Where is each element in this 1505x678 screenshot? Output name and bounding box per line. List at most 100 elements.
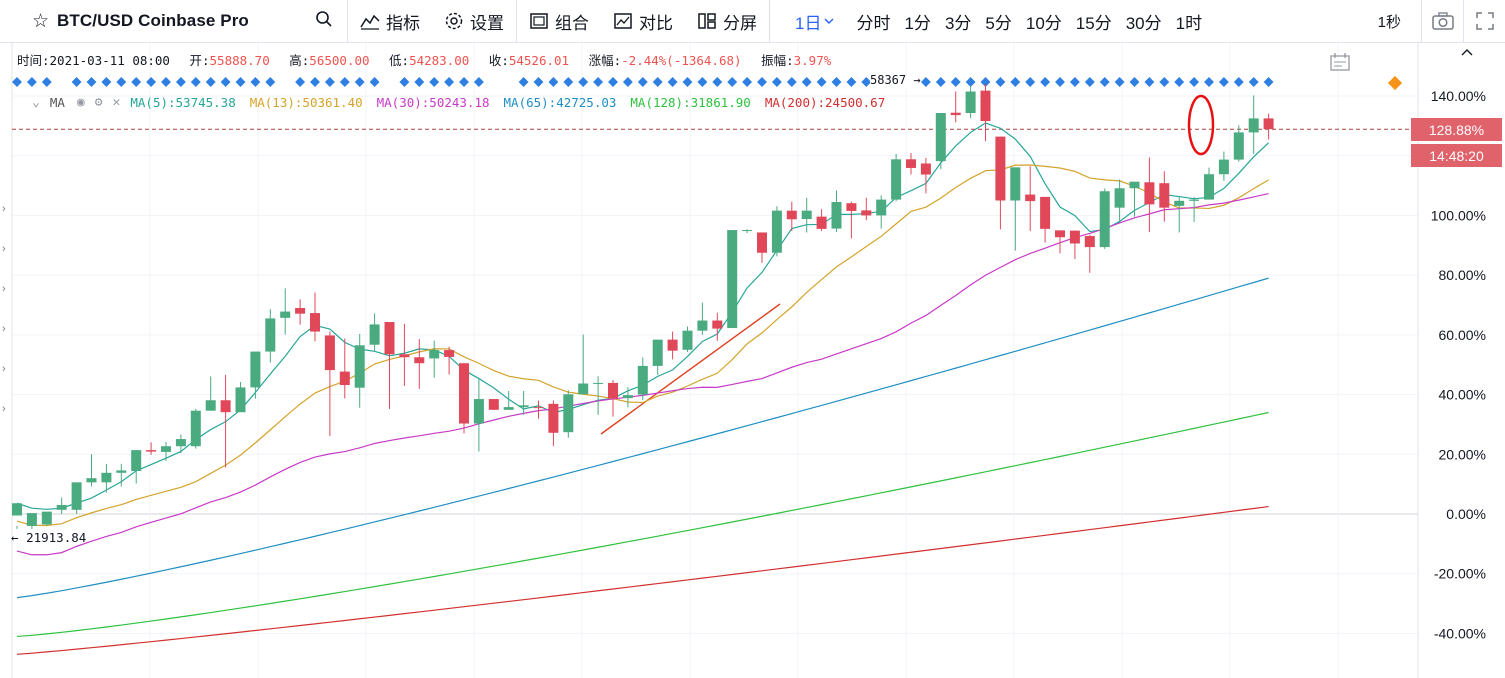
event-diamond xyxy=(1040,77,1051,87)
amplitude-value: 3.97% xyxy=(793,53,832,68)
event-diamond xyxy=(578,77,589,87)
candle-body xyxy=(220,400,231,413)
interval-3m[interactable]: 3分 xyxy=(944,13,972,33)
side-chevron-icon[interactable]: › xyxy=(2,323,6,335)
event-diamond xyxy=(12,77,22,87)
interval-30m[interactable]: 30分 xyxy=(1125,13,1162,33)
candle-body xyxy=(175,439,186,447)
event-diamond xyxy=(399,77,410,87)
event-diamond xyxy=(414,77,425,87)
event-diamond xyxy=(1084,77,1095,87)
candle-body xyxy=(727,230,738,328)
interval-10m[interactable]: 10分 xyxy=(1025,13,1062,33)
star-icon[interactable]: ☆ xyxy=(32,10,50,32)
candle-body xyxy=(578,383,589,395)
candle-body xyxy=(295,307,306,314)
toolbar-right: 1秒 xyxy=(1368,0,1505,43)
event-diamond xyxy=(41,77,52,87)
candle-body xyxy=(339,371,350,386)
eye-icon[interactable]: ◉ xyxy=(76,95,85,110)
candle-body xyxy=(965,91,976,114)
event-diamond xyxy=(459,77,469,87)
candle-body xyxy=(488,399,499,410)
current-price-badge: 128.88% xyxy=(1411,118,1502,141)
candle-body xyxy=(369,324,380,345)
event-diamond xyxy=(205,77,216,87)
settings-button[interactable]: 设置 xyxy=(432,0,516,43)
screenshot-button[interactable] xyxy=(1421,0,1463,43)
candle-body xyxy=(1069,230,1080,244)
side-chevron-icon[interactable]: › xyxy=(2,363,6,375)
fullscreen-button[interactable] xyxy=(1463,0,1505,43)
low-marker: ← 21913.84 xyxy=(11,530,87,545)
candle-body xyxy=(1248,118,1259,133)
ma200-label: MA(200):24500.67 xyxy=(764,95,886,110)
event-diamond xyxy=(1099,77,1110,87)
layout-icon xyxy=(698,13,716,29)
candle-body xyxy=(786,210,797,220)
interval-5m[interactable]: 5分 xyxy=(985,13,1012,33)
camera-icon xyxy=(1431,12,1454,30)
event-diamond xyxy=(473,77,484,87)
gear-icon[interactable]: ⚙ xyxy=(94,95,103,110)
y-tick-label: -40.00% xyxy=(1434,625,1486,641)
indicators-icon xyxy=(360,14,380,30)
candle-body xyxy=(384,322,395,355)
compare-button[interactable]: 对比 xyxy=(601,0,685,43)
candle-body xyxy=(906,159,916,168)
interval-1h[interactable]: 1时 xyxy=(1175,13,1203,33)
candle-body xyxy=(1218,159,1229,175)
high-label: 高: xyxy=(289,53,310,68)
interval-15m[interactable]: 15分 xyxy=(1075,13,1112,33)
interval-1s[interactable]: 1秒 xyxy=(1377,13,1401,31)
side-chevron-icon[interactable]: › xyxy=(2,283,6,295)
indicators-button[interactable]: 指标 xyxy=(348,0,432,43)
candle-body xyxy=(190,410,201,447)
candle-body xyxy=(503,407,514,410)
candle-body xyxy=(1025,194,1036,202)
event-diamond xyxy=(801,77,812,87)
symbol-name[interactable]: BTC/USD Coinbase Pro xyxy=(57,11,249,30)
low-marker-value: 21913.84 xyxy=(26,530,87,545)
candle-body xyxy=(26,513,37,526)
event-diamond xyxy=(444,77,455,87)
high-marker-value: 58367 xyxy=(870,73,907,87)
candle-body xyxy=(1099,191,1110,248)
event-diamond xyxy=(1218,77,1229,87)
split-screen-button[interactable]: 分屏 xyxy=(685,0,769,43)
close-icon[interactable]: ✕ xyxy=(112,95,121,110)
candle-body xyxy=(682,330,693,350)
event-diamond xyxy=(1189,77,1200,87)
event-diamond xyxy=(86,77,97,87)
event-diamond xyxy=(950,77,961,87)
side-chevron-icon[interactable]: › xyxy=(2,403,6,415)
event-diamond xyxy=(101,77,112,87)
side-chevron-icon[interactable]: › xyxy=(2,243,6,255)
event-diamond xyxy=(980,77,991,87)
symbol-section[interactable]: ☆ BTC/USD Coinbase Pro xyxy=(0,0,348,43)
interval-1m[interactable]: 1分 xyxy=(904,13,931,33)
interval-timeline[interactable]: 分时 xyxy=(856,13,891,33)
calendar-icon[interactable] xyxy=(1329,52,1351,77)
side-chevron-icon[interactable]: › xyxy=(2,203,6,215)
price-chart[interactable]: 140.00%120.00%100.00%80.00%60.00%40.00%2… xyxy=(0,43,1505,678)
candle-body xyxy=(1174,200,1185,206)
candle-body xyxy=(697,320,708,331)
event-diamond xyxy=(533,77,544,87)
candle-body xyxy=(131,450,142,472)
combo-button[interactable]: 组合 xyxy=(517,0,601,43)
grid-lines xyxy=(11,43,1418,678)
collapse-chevron-icon[interactable]: ⌄ xyxy=(32,95,40,110)
interval-1d[interactable]: 1日 xyxy=(788,0,841,43)
candle-body xyxy=(637,365,648,395)
close-label: 收: xyxy=(488,53,509,68)
search-icon[interactable] xyxy=(315,10,333,33)
highlight-circle xyxy=(1187,94,1215,156)
chevron-down-icon xyxy=(824,18,834,24)
settings-label: 设置 xyxy=(470,13,504,33)
event-diamond xyxy=(935,77,946,87)
scroll-up-button[interactable] xyxy=(1455,44,1479,60)
y-tick-label: -20.00% xyxy=(1434,566,1486,582)
candle-body xyxy=(757,232,767,253)
